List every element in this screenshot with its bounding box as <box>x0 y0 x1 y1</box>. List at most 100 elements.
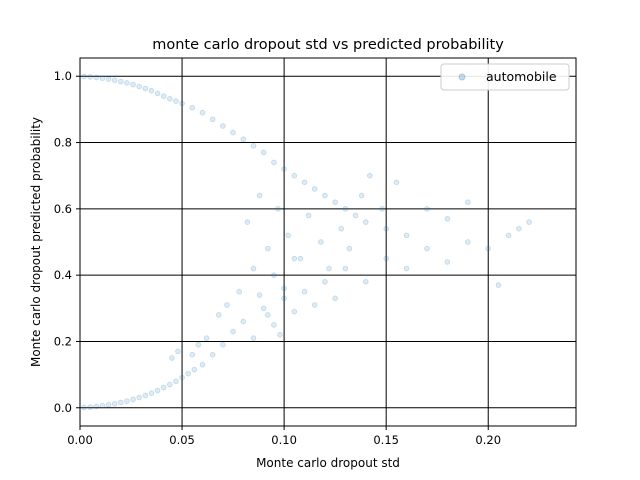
data-point <box>260 305 267 312</box>
data-point <box>332 295 338 302</box>
x-axis-label: Monte carlo dropout std <box>256 456 400 470</box>
data-point <box>236 288 243 295</box>
y-tick-label: 1.0 <box>54 69 72 83</box>
y-axis-ticks: 0.0 0.2 0.4 0.6 0.8 1.0 <box>54 69 80 415</box>
data-point <box>105 401 112 408</box>
data-point <box>81 73 87 80</box>
y-tick-label: 0.4 <box>54 268 72 282</box>
data-point <box>256 292 263 298</box>
data-point <box>87 74 94 80</box>
x-axis-ticks: 0.00 0.05 0.10 0.15 0.20 <box>67 426 501 447</box>
x-tick-label: 0.10 <box>271 433 297 447</box>
data-point <box>332 199 338 206</box>
data-point <box>342 265 349 272</box>
data-point <box>209 351 216 358</box>
data-point <box>444 215 451 222</box>
legend-label-automobile: automobile <box>486 69 557 84</box>
data-point <box>264 312 271 318</box>
data-point <box>185 370 191 377</box>
legend: automobile <box>440 63 570 91</box>
data-point <box>281 166 287 172</box>
data-point <box>220 123 226 129</box>
data-point <box>318 239 324 245</box>
data-point <box>130 396 136 403</box>
data-point <box>118 78 124 85</box>
plot-area <box>80 58 576 426</box>
data-point <box>424 245 430 252</box>
data-point <box>250 143 257 149</box>
data-point <box>297 255 304 262</box>
data-point <box>81 404 87 411</box>
data-point <box>148 390 155 396</box>
data-point <box>516 225 522 232</box>
x-tick-label: 0.20 <box>475 433 501 447</box>
data-point <box>199 361 206 368</box>
data-point <box>271 159 277 166</box>
x-tick-label: 0.00 <box>67 433 93 447</box>
y-tick-label: 0.8 <box>54 136 72 150</box>
data-point <box>154 90 161 97</box>
data-point <box>338 225 345 232</box>
data-point <box>93 74 100 81</box>
data-point <box>175 348 181 355</box>
data-point <box>393 179 400 186</box>
y-axis-label: Monte carlo dropout predicted probabilit… <box>29 117 43 367</box>
data-point <box>403 232 410 239</box>
data-point <box>358 192 365 199</box>
data-point <box>111 400 118 407</box>
data-point <box>215 312 222 318</box>
data-point <box>118 399 124 406</box>
data-point <box>256 192 263 199</box>
data-point <box>367 172 373 179</box>
data-point <box>160 384 167 391</box>
data-point <box>281 285 287 292</box>
data-point <box>124 80 130 86</box>
data-point <box>311 302 318 308</box>
data-point <box>403 265 410 272</box>
data-point <box>142 85 149 92</box>
data-point <box>379 206 385 212</box>
chart-title: monte carlo dropout std vs predicted pro… <box>152 37 504 53</box>
data-point <box>173 378 179 385</box>
data-point <box>305 212 312 219</box>
data-point <box>87 404 94 410</box>
data-point <box>167 381 173 388</box>
data-point <box>424 206 430 212</box>
data-point <box>169 355 175 361</box>
data-point <box>291 172 298 179</box>
data-point <box>526 219 532 225</box>
data-point <box>342 206 349 212</box>
data-point <box>179 374 185 381</box>
data-point <box>160 93 167 99</box>
data-point <box>346 245 353 252</box>
data-point <box>250 265 257 272</box>
data-point <box>271 272 277 278</box>
data-point <box>209 116 216 123</box>
y-tick-label: 0.6 <box>54 202 72 216</box>
data-point <box>199 109 206 116</box>
data-point <box>136 394 142 401</box>
data-point <box>275 206 281 212</box>
data-point <box>505 232 512 239</box>
legend-box <box>440 63 570 91</box>
data-point <box>220 341 226 348</box>
data-point <box>240 318 247 325</box>
data-point <box>111 77 118 84</box>
data-point <box>271 322 277 328</box>
data-point <box>326 265 332 272</box>
data-point <box>495 282 502 288</box>
data-point <box>136 83 142 90</box>
data-point <box>99 402 106 409</box>
data-point <box>105 76 112 83</box>
data-point <box>203 335 210 341</box>
data-point <box>352 212 359 219</box>
data-point <box>362 219 369 225</box>
data-point <box>322 278 328 285</box>
data-point <box>362 278 369 285</box>
data-point <box>260 149 267 156</box>
data-point <box>230 129 236 136</box>
data-point <box>189 104 196 111</box>
y-tick-label: 0.2 <box>54 334 72 348</box>
data-point <box>148 88 155 94</box>
data-point <box>301 179 308 186</box>
